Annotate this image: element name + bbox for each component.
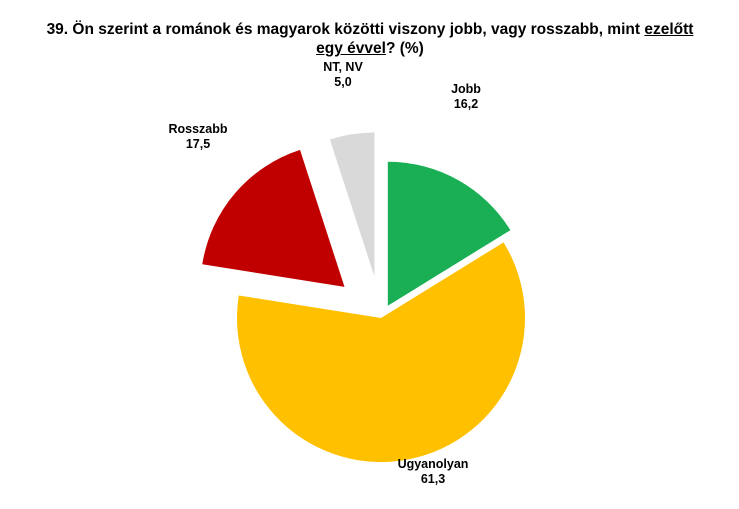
pie-slice-jobb	[387, 161, 511, 306]
slice-label-value: 61,3	[421, 472, 445, 486]
slice-label-jobb: Jobb 16,2	[451, 82, 481, 111]
slice-label-name: Rosszabb	[168, 122, 227, 136]
slice-label-name: Ugyanolyan	[398, 457, 469, 471]
chart-title-post: ? (%)	[385, 40, 424, 57]
slice-label-value: 17,5	[186, 137, 210, 151]
slice-label-value: 5,0	[334, 75, 351, 89]
chart-title-pre: 39. Ön szerint a románok és magyarok köz…	[46, 21, 645, 38]
slice-label-nt-nv: NT, NV 5,0	[323, 60, 363, 89]
slice-label-value: 16,2	[454, 97, 478, 111]
chart-title-underlined-1: ezelőtt	[644, 21, 694, 38]
chart-title-underlined-2: egy évvel	[316, 40, 386, 57]
slice-label-rosszabb: Rosszabb 17,5	[168, 122, 227, 151]
slice-label-name: NT, NV	[323, 60, 363, 74]
pie-slice-ugyanolyan	[237, 242, 525, 462]
pie-slice-rosszabb	[202, 149, 345, 287]
slice-label-name: Jobb	[451, 82, 481, 96]
slice-label-ugyanolyan: Ugyanolyan 61,3	[398, 457, 469, 486]
chart-title: 39. Ön szerint a románok és magyarok köz…	[20, 20, 720, 58]
pie-slice-nt-nv	[329, 132, 375, 277]
